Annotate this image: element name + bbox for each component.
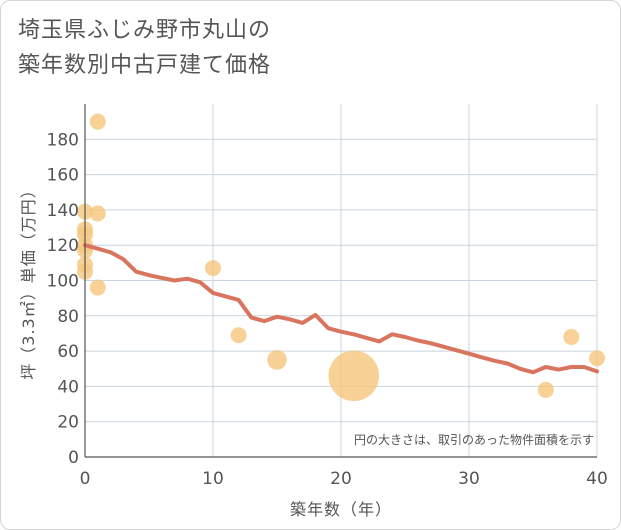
y-tick-label: 180	[47, 130, 79, 150]
chart-title-line-2: 築年数別中古戸建て価格	[18, 53, 272, 78]
grid-lines	[85, 104, 598, 457]
bubble-point	[89, 279, 106, 296]
y-axis-title: 坪（3.3㎡）単価（万円）	[19, 181, 38, 379]
y-tick-label: 100	[47, 272, 79, 292]
y-tick-label: 140	[47, 201, 79, 221]
y-tick-label: 60	[57, 342, 79, 362]
x-tick-label: 10	[202, 469, 224, 489]
bubble-point	[89, 113, 106, 130]
bubble-point	[328, 350, 380, 402]
y-tick-label: 0	[68, 448, 79, 468]
x-tick-label: 40	[586, 469, 608, 489]
y-tick-label: 160	[47, 166, 79, 186]
y-tick-label: 20	[57, 413, 79, 433]
transaction-bubbles	[77, 113, 605, 402]
axes: 0 20 40 60 80 100 120 140 160 180 0 10 20 30 40	[47, 104, 608, 489]
bubble-point	[267, 350, 287, 370]
average-price-line	[83, 243, 599, 375]
y-tick-label: 40	[57, 377, 79, 397]
bubble-point	[563, 328, 580, 345]
x-tick-label: 0	[80, 469, 91, 489]
series-line	[83, 243, 599, 375]
bubble-point	[89, 205, 106, 222]
chart-title-line-1: 埼玉県ふじみ野市丸山の	[18, 18, 272, 43]
y-tick-label: 120	[47, 236, 79, 256]
chart-title: 埼玉県ふじみ野市丸山の 築年数別中古戸建て価格	[18, 13, 271, 83]
bubble-point	[230, 327, 247, 344]
bubble-point	[589, 350, 605, 367]
bubble-point	[537, 381, 554, 398]
x-tick-label: 30	[458, 469, 480, 489]
bubble-point	[205, 260, 221, 277]
bubble-size-note: 円の大きさは、取引のあった物件面積を示す	[354, 432, 594, 447]
y-tick-label: 80	[57, 307, 79, 327]
x-tick-label: 20	[330, 469, 352, 489]
x-axis-title: 築年数（年）	[290, 500, 392, 519]
